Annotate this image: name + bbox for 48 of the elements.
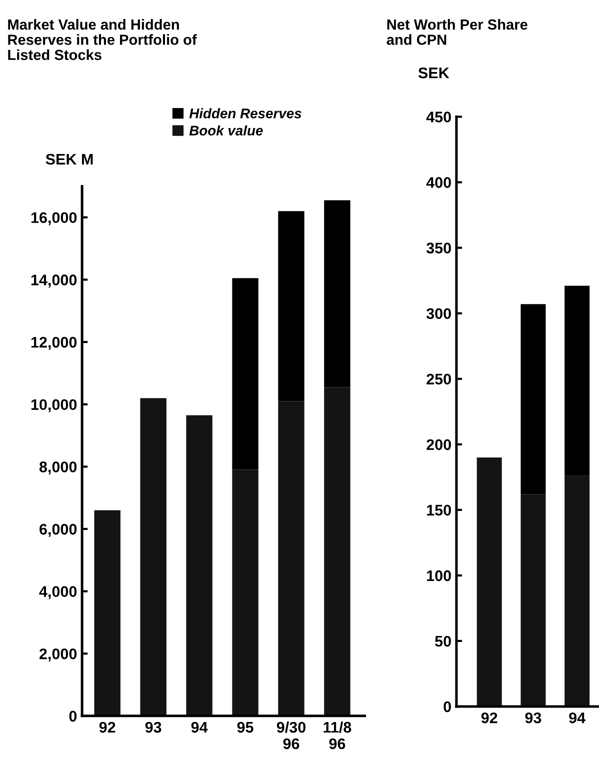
y-tick-label: 14,000 — [31, 274, 77, 288]
bar — [140, 398, 166, 716]
y-tick-label: 2,000 — [40, 648, 77, 662]
y-tick-label: 150 — [427, 504, 451, 516]
bar — [232, 470, 258, 716]
y-axis-title: SEK — [418, 68, 450, 78]
bar — [278, 211, 304, 402]
bar — [94, 510, 120, 716]
y-tick-label: 12,000 — [31, 336, 77, 350]
y-tick-label: 100 — [427, 570, 451, 582]
x-tick-label: 92 — [481, 712, 498, 724]
bar — [476, 457, 502, 706]
y-tick-label: 6,000 — [40, 524, 77, 537]
y-tick-label: 250 — [426, 374, 451, 385]
y-tick-label: 0 — [444, 701, 451, 712]
bar — [324, 200, 350, 388]
y-tick-label: 350 — [426, 242, 451, 254]
bar — [564, 286, 590, 476]
bar — [232, 278, 258, 470]
x-tick-label: 93 — [525, 712, 542, 724]
x-tick-label: 95 — [237, 722, 254, 733]
y-tick-label: 300 — [426, 308, 451, 320]
chart-title: Market Value and Hidden Reserves in the Portfolio of Listed Stocks — [8, 19, 197, 60]
y-tick-label: 0 — [69, 710, 77, 722]
x-tick-label: 93 — [145, 722, 162, 733]
y-tick-label: 4,000 — [39, 586, 77, 600]
bar — [564, 476, 590, 706]
legend-label: Book value — [189, 125, 263, 136]
bar — [278, 401, 304, 716]
bar — [186, 415, 212, 716]
legend-label: Hidden Reserves — [189, 108, 302, 118]
y-tick-label: 16,000 — [31, 212, 77, 226]
x-tick-label: 94 — [191, 722, 208, 733]
bar — [520, 304, 546, 494]
y-tick-label: 50 — [435, 636, 451, 647]
chart-title: Net Worth Per Share and CPN — [386, 19, 528, 45]
x-tick-label: 92 — [99, 722, 116, 733]
x-tick-label: 9/30 96 — [276, 721, 306, 750]
y-tick-label: 450 — [426, 112, 451, 122]
y-tick-label: 200 — [426, 439, 451, 450]
bar — [324, 387, 350, 716]
x-tick-label: 11/8 96 — [324, 721, 352, 750]
bar — [520, 494, 546, 706]
y-axis-title: SEK M — [46, 154, 93, 165]
y-tick-label: 10,000 — [31, 399, 77, 412]
y-tick-label: 400 — [426, 177, 451, 188]
x-tick-label: 94 — [569, 712, 586, 724]
y-tick-label: 8,000 — [39, 462, 77, 475]
